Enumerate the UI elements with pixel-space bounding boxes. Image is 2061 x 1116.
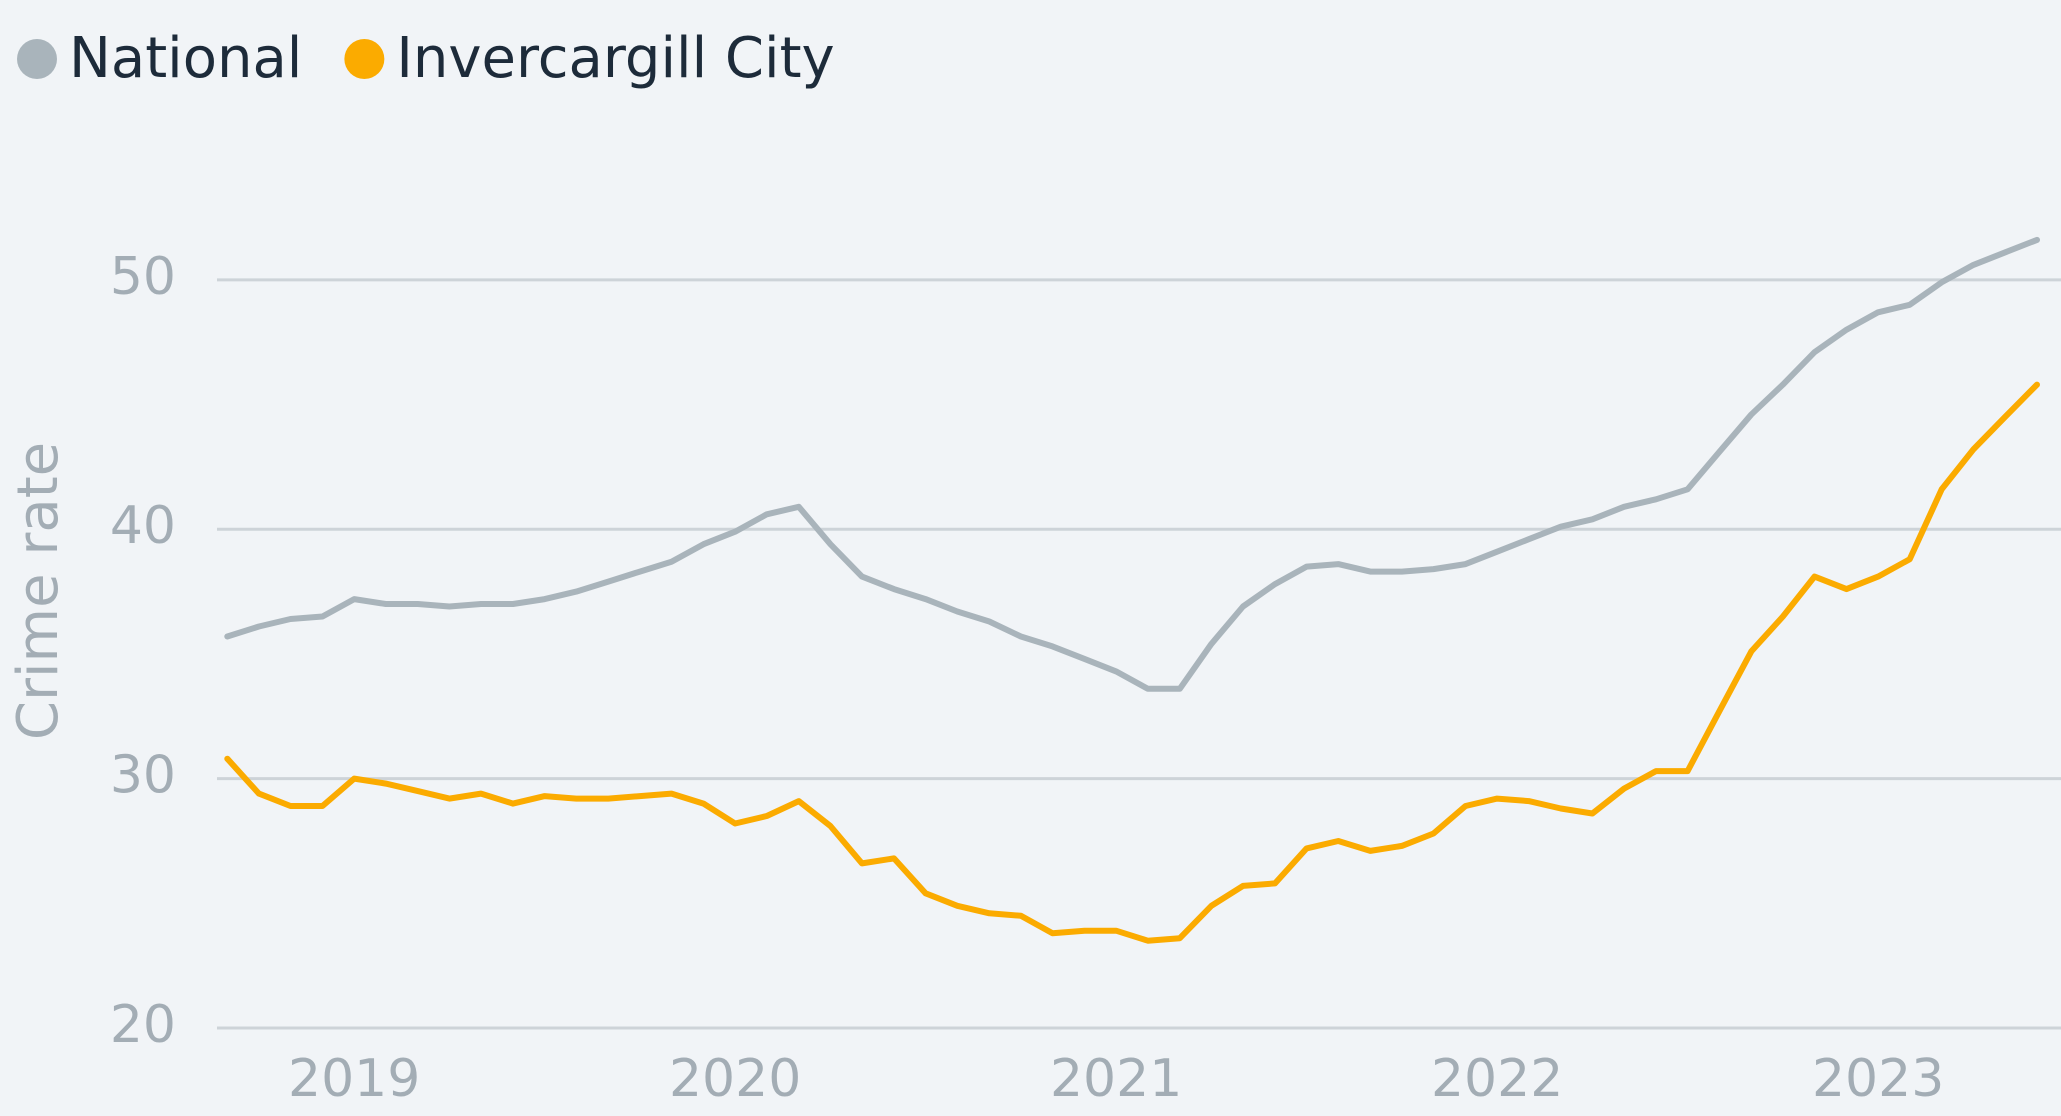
y-tick-label: 50: [110, 247, 176, 307]
x-tick-label: 2020: [669, 1049, 801, 1109]
x-tick-label: 2023: [1812, 1049, 1944, 1109]
line-series: [224, 381, 2040, 944]
line-series: [224, 236, 2040, 692]
x-tick-label: 2021: [1050, 1049, 1182, 1109]
x-tick-label: 2019: [288, 1049, 420, 1109]
legend-label: National: [69, 26, 302, 91]
x-tick-label: 2022: [1431, 1049, 1563, 1109]
legend-marker: [17, 39, 57, 79]
y-axis-label: Crime rate: [6, 442, 71, 740]
y-tick-label: 40: [110, 496, 176, 556]
legend-label: Invercargill City: [396, 26, 834, 91]
y-tick-label: 20: [110, 995, 176, 1055]
y-tick-label: 30: [110, 746, 176, 806]
legend-marker: [344, 39, 385, 79]
